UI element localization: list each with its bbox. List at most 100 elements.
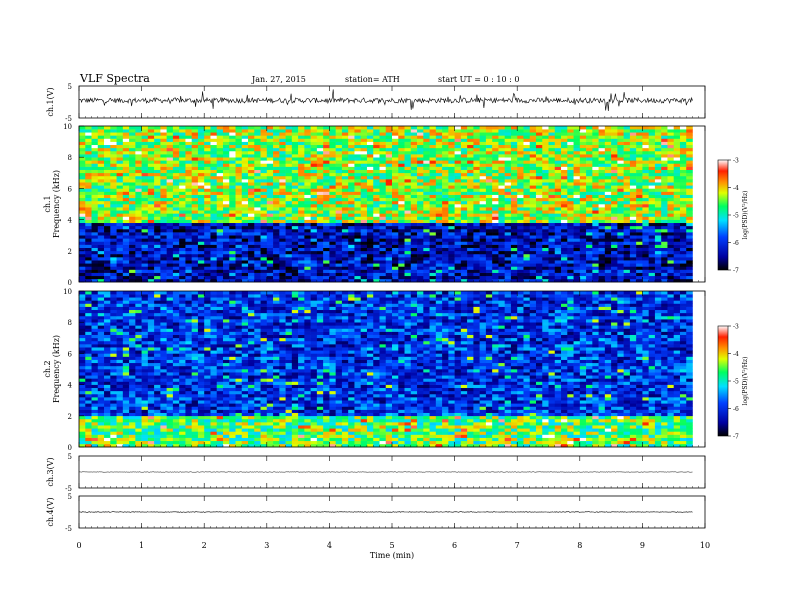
- spectrogram-cell: [379, 272, 387, 277]
- spectrogram-cell: [492, 250, 499, 255]
- spectrogram-cell: [279, 150, 286, 155]
- spectrogram-cell: [417, 154, 424, 158]
- spectrogram-cell: [423, 150, 430, 155]
- spectrogram-cell: [341, 169, 349, 174]
- spectrogram-cell: [110, 275, 117, 280]
- spectrogram-cell: [291, 191, 299, 195]
- spectrogram-cell: [147, 263, 155, 267]
- spectrogram-cell: [235, 260, 243, 264]
- spectrogram-cell: [398, 141, 405, 146]
- spectrogram-cell: [179, 129, 186, 133]
- spectrogram-cell: [679, 250, 687, 255]
- spectrogram-cell: [379, 244, 387, 248]
- spectrogram-cell: [517, 188, 524, 192]
- spectrogram-cell: [661, 179, 668, 183]
- spectrogram-cell: [323, 191, 330, 195]
- spectrogram-cell: [172, 150, 180, 155]
- spectrogram-cell: [341, 225, 349, 230]
- spectrogram-cell: [410, 210, 418, 214]
- spectrogram-cell: [329, 269, 336, 273]
- spectrogram-cell: [229, 132, 236, 136]
- spectrogram-cell: [210, 179, 218, 183]
- spectrogram-cell: [185, 141, 192, 146]
- spectrogram-cell: [222, 213, 230, 217]
- spectrogram-cell: [373, 260, 380, 264]
- spectrogram-cell: [548, 175, 556, 180]
- spectrogram-cell: [104, 185, 111, 189]
- spectrogram-cell: [197, 213, 205, 217]
- spectrogram-cell: [579, 238, 587, 242]
- spectrogram-cell: [523, 247, 531, 252]
- spectrogram-cell: [561, 132, 568, 136]
- spectrogram-cell: [429, 157, 437, 161]
- spectrogram-cell: [673, 263, 681, 267]
- spectrogram-cell: [542, 175, 549, 180]
- spectrogram-cell: [172, 244, 180, 248]
- spectrogram-cell: [629, 163, 637, 167]
- spectrogram-cell: [492, 238, 499, 242]
- spectrogram-cell: [304, 260, 311, 264]
- spectrogram-cell: [91, 144, 99, 149]
- spectrogram-cell: [129, 191, 136, 195]
- spectrogram-cell: [354, 166, 361, 170]
- spectrogram-cell: [166, 225, 174, 230]
- spectrogram-cell: [523, 147, 531, 152]
- spectrogram-cell: [473, 154, 480, 158]
- spectrogram-cell: [667, 272, 674, 277]
- spectrogram-cell: [417, 238, 424, 242]
- spectrogram-cell: [254, 247, 261, 252]
- spectrogram-cell: [360, 175, 368, 180]
- spectrogram-cell: [229, 238, 236, 242]
- spectrogram-cell: [329, 157, 336, 161]
- spectrogram-cell: [561, 250, 568, 255]
- spectrogram-cell: [473, 182, 480, 186]
- spectrogram-cell: [366, 194, 374, 199]
- spectrogram-cell: [423, 207, 430, 211]
- spectrogram-cell: [354, 225, 361, 230]
- spectrogram-cell: [279, 238, 286, 242]
- spectrogram-cell: [604, 147, 612, 152]
- spectrogram-cell: [285, 260, 293, 264]
- spectrogram-cell: [661, 182, 668, 186]
- spectrogram-cell: [510, 222, 518, 227]
- spectrogram-cell: [291, 141, 299, 146]
- spectrogram-cell: [285, 263, 293, 267]
- spectrogram-cell: [548, 263, 556, 267]
- spectrogram-cell: [341, 147, 349, 152]
- spectrogram-cell: [460, 166, 468, 170]
- spectrogram-cell: [166, 144, 174, 149]
- spectrogram-cell: [667, 144, 674, 149]
- spectrogram-cell: [661, 241, 668, 245]
- spectrogram-cell: [554, 182, 562, 186]
- spectrogram-cell: [604, 266, 612, 270]
- spectrogram-cell: [673, 188, 681, 192]
- spectrogram-cell: [460, 135, 468, 139]
- spectrogram-cell: [661, 185, 668, 189]
- spectrogram-cell: [310, 144, 318, 149]
- spectrogram-cell: [611, 166, 618, 170]
- spectrogram-cell: [298, 191, 305, 195]
- spectrogram-cell: [229, 172, 236, 177]
- spectrogram-cell: [291, 182, 299, 186]
- spectrogram-cell: [91, 200, 99, 205]
- spectrogram-cell: [598, 185, 606, 189]
- spectrogram-cell: [504, 216, 512, 220]
- spectrogram-cell: [160, 169, 167, 174]
- spectrogram-cell: [423, 232, 430, 236]
- spectrogram-cell: [204, 272, 211, 277]
- spectrogram-cell: [273, 210, 280, 214]
- spectrogram-cell: [485, 191, 493, 195]
- spectrogram-cell: [366, 126, 374, 130]
- spectrogram-cell: [423, 204, 430, 208]
- spectrogram-cell: [661, 257, 668, 261]
- spectrogram-cell: [579, 194, 587, 199]
- spectrogram-cell: [535, 182, 543, 186]
- spectrogram-cell: [91, 216, 99, 220]
- spectrogram-cell: [642, 172, 649, 177]
- spectrogram-cell: [172, 179, 180, 183]
- spectrogram-cell: [561, 278, 568, 283]
- spectrogram-cell: [617, 160, 624, 164]
- spectrogram-cell: [604, 163, 612, 167]
- spectrogram-cell: [586, 235, 593, 239]
- spectrogram-cell: [341, 191, 349, 195]
